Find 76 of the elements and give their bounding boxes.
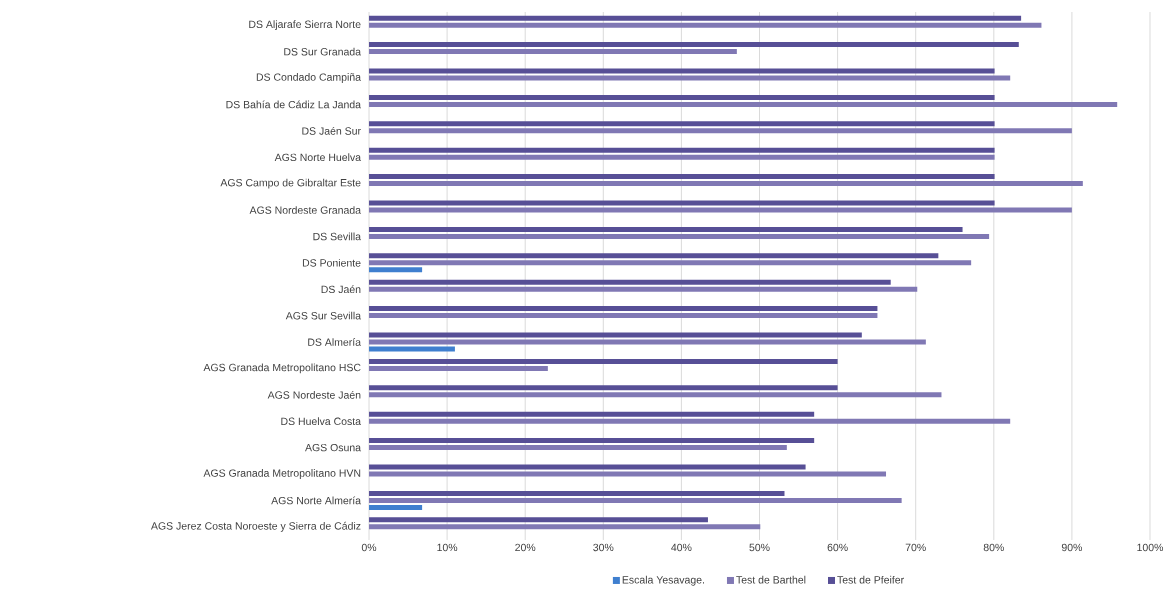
y-tick-label: AGS Nordeste Granada — [249, 206, 362, 214]
y-tick-label: DS Jaén — [321, 285, 361, 294]
bar — [369, 339, 926, 345]
y-tick-label: AGS Granada Metropolitano HVN — [203, 469, 361, 479]
bar — [369, 385, 838, 391]
bar — [369, 42, 1019, 48]
x-tick-label: 20% — [515, 543, 536, 552]
x-tick-label: 50% — [749, 543, 770, 552]
bar — [369, 490, 785, 496]
bar — [369, 504, 423, 510]
bar — [369, 181, 1083, 187]
y-tick-label: DS Poniente — [302, 258, 361, 267]
bar — [369, 332, 862, 338]
x-tick-label: 0% — [361, 543, 377, 552]
x-tick-label: 30% — [593, 543, 614, 552]
y-tick-label: DS Condado Campiña — [256, 73, 362, 83]
x-tick-label: 80% — [983, 543, 1004, 552]
legend-label: Test de Barthel — [736, 575, 806, 584]
bar — [369, 358, 838, 364]
bar — [369, 497, 902, 503]
bar — [369, 286, 918, 292]
y-tick-label: DS Aljarafe Sierra Norte — [249, 20, 361, 31]
bar — [369, 75, 1011, 81]
y-tick-label: DS Sevilla — [313, 232, 362, 241]
bar — [369, 154, 995, 160]
x-tick-label: 40% — [671, 543, 692, 552]
y-tick-label: DS Almería — [308, 338, 362, 346]
bar — [369, 279, 891, 285]
y-tick-label: AGS Norte Almería — [271, 496, 362, 505]
y-tick-label: DS Sur Granada — [284, 47, 362, 56]
bar — [369, 471, 887, 477]
bar — [369, 365, 548, 371]
y-tick-label: AGS Sur Sevilla — [285, 311, 362, 320]
bar — [369, 49, 737, 55]
bar — [369, 392, 942, 398]
bar — [369, 313, 878, 319]
legend-label: Escala Yesavage. — [622, 575, 704, 586]
bar — [369, 233, 990, 239]
bar — [369, 524, 761, 530]
y-tick-label: AGS Osuna — [305, 443, 362, 452]
bar — [369, 101, 1118, 107]
y-tick-label: AGS Granada Metropolitano HSC — [203, 363, 361, 374]
bar — [369, 15, 1022, 21]
bar — [369, 94, 995, 100]
bar — [369, 411, 815, 417]
x-tick-label: 10% — [437, 543, 458, 552]
bar — [369, 517, 708, 523]
bar — [369, 174, 995, 180]
bar — [369, 200, 995, 206]
bar — [369, 147, 995, 153]
bar — [369, 438, 815, 444]
bar — [369, 267, 423, 273]
y-tick-label: DS Bahía de Cádiz La Janda — [226, 100, 362, 109]
bar — [369, 306, 878, 312]
x-tick-label: 90% — [1061, 543, 1083, 552]
y-tick-label: AGS Nordeste Jaén — [267, 390, 361, 399]
x-tick-label: 100% — [1137, 543, 1164, 552]
y-tick-label: AGS Norte Huelva — [274, 153, 362, 162]
bar — [369, 253, 939, 259]
x-tick-label: 70% — [905, 543, 926, 552]
bar — [369, 207, 1072, 213]
bar — [369, 260, 972, 266]
y-tick-label: DS Huelva Costa — [281, 417, 362, 426]
bar — [369, 445, 787, 451]
bar — [369, 346, 455, 352]
bar — [369, 128, 1072, 134]
y-tick-label: AGS Campo de Gibraltar Este — [220, 178, 361, 189]
y-tick-label: AGS Jerez Costa Noroeste y Sierra de Cádiz — [150, 521, 361, 532]
bar — [369, 121, 995, 127]
legend-label: Test de Pfeifer — [837, 575, 904, 584]
bar — [369, 418, 1011, 424]
bar — [369, 464, 806, 470]
bar — [369, 226, 963, 232]
x-tick-label: 60% — [827, 543, 848, 552]
bar — [369, 22, 1042, 28]
y-tick-label: DS Jaén Sur — [302, 126, 361, 135]
